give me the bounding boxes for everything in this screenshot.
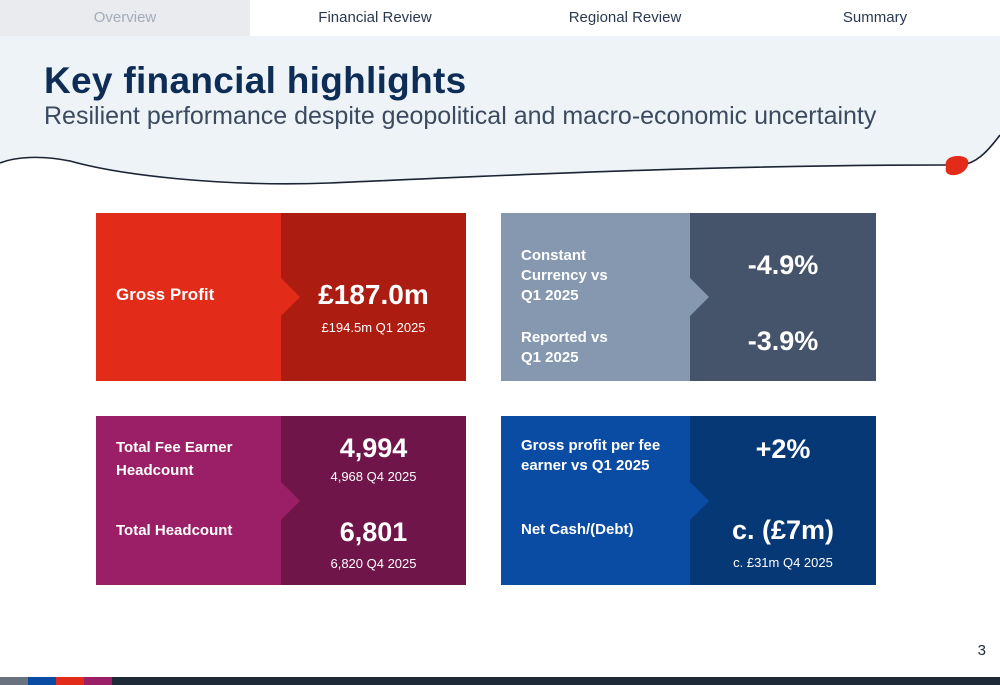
card-headcount-left: Total Fee Earner Headcount Total Headcou… xyxy=(96,416,300,585)
fee-earner-headcount-comparison: 4,968 Q4 2025 xyxy=(330,469,417,484)
red-dot xyxy=(945,156,969,176)
gp-per-fee-earner-label: Gross profit per fee earner vs Q1 2025 xyxy=(521,437,661,474)
card-cash: Gross profit per fee earner vs Q1 2025 N… xyxy=(501,416,876,585)
header-band xyxy=(0,36,1000,186)
gross-profit-value: £187.0m xyxy=(318,279,429,310)
gp-per-fee-earner-value: +2% xyxy=(755,434,811,464)
constant-currency-label: Constant Currency vs Q1 2025 xyxy=(521,247,608,304)
constant-currency-value: -4.9% xyxy=(747,250,819,280)
gross-profit-label: Gross Profit xyxy=(116,285,215,304)
card-headcount: Total Fee Earner Headcount Total Headcou… xyxy=(96,416,466,585)
card-gross-profit: Gross Profit £187.0m £194.5m Q1 2025 xyxy=(96,213,466,381)
reported-label: Reported vs Q1 2025 xyxy=(521,329,608,366)
footer-segment-magenta xyxy=(84,677,112,685)
chevron-right-icon xyxy=(281,481,300,520)
chevron-right-icon xyxy=(281,278,300,316)
top-nav: Overview Financial Review Regional Revie… xyxy=(0,0,1000,36)
card-cash-left: Gross profit per fee earner vs Q1 2025 N… xyxy=(501,416,709,585)
fee-earner-headcount-label: Total Fee Earner Headcount xyxy=(116,439,233,479)
footer-segment-red xyxy=(56,677,84,685)
gross-profit-comparison: £194.5m Q1 2025 xyxy=(321,320,426,335)
card-growth: Constant Currency vs Q1 2025 Reported vs… xyxy=(501,213,876,381)
card-growth-right: -4.9% -3.9% xyxy=(690,213,876,381)
total-headcount-comparison: 6,820 Q4 2025 xyxy=(330,556,417,571)
fee-earner-headcount-value: 4,994 xyxy=(339,433,408,463)
footer-segment-grey xyxy=(0,677,28,685)
page-number: 3 xyxy=(977,642,986,659)
tab-regional-review[interactable]: Regional Review xyxy=(568,9,682,26)
total-headcount-label: Total Headcount xyxy=(116,522,233,539)
tab-summary[interactable]: Summary xyxy=(842,9,908,26)
total-headcount-value: 6,801 xyxy=(339,517,408,547)
page-title: Key financial highlights xyxy=(44,60,467,101)
chevron-right-icon xyxy=(690,481,709,520)
card-gross-profit-left: Gross Profit xyxy=(96,213,300,381)
footer-bar xyxy=(0,677,1000,685)
card-cash-right: +2% c. (£7m) c. £31m Q4 2025 xyxy=(690,416,876,585)
card-gross-profit-right: £187.0m £194.5m Q1 2025 xyxy=(281,213,466,381)
net-cash-value: c. (£7m) xyxy=(731,515,835,545)
tab-overview[interactable]: Overview xyxy=(0,0,250,36)
decorative-wave xyxy=(0,134,1000,187)
footer-segment-blue xyxy=(28,677,56,685)
chevron-right-icon xyxy=(690,278,709,316)
net-cash-comparison: c. £31m Q4 2025 xyxy=(733,555,833,570)
page-subtitle: Resilient performance despite geopolitic… xyxy=(44,102,877,130)
net-cash-label: Net Cash/(Debt) xyxy=(521,521,634,538)
tab-financial-review[interactable]: Financial Review xyxy=(318,9,432,26)
reported-value: -3.9% xyxy=(747,326,819,356)
card-growth-left: Constant Currency vs Q1 2025 Reported vs… xyxy=(501,213,709,381)
card-headcount-right: 4,994 4,968 Q4 2025 6,801 6,820 Q4 2025 xyxy=(281,416,466,585)
